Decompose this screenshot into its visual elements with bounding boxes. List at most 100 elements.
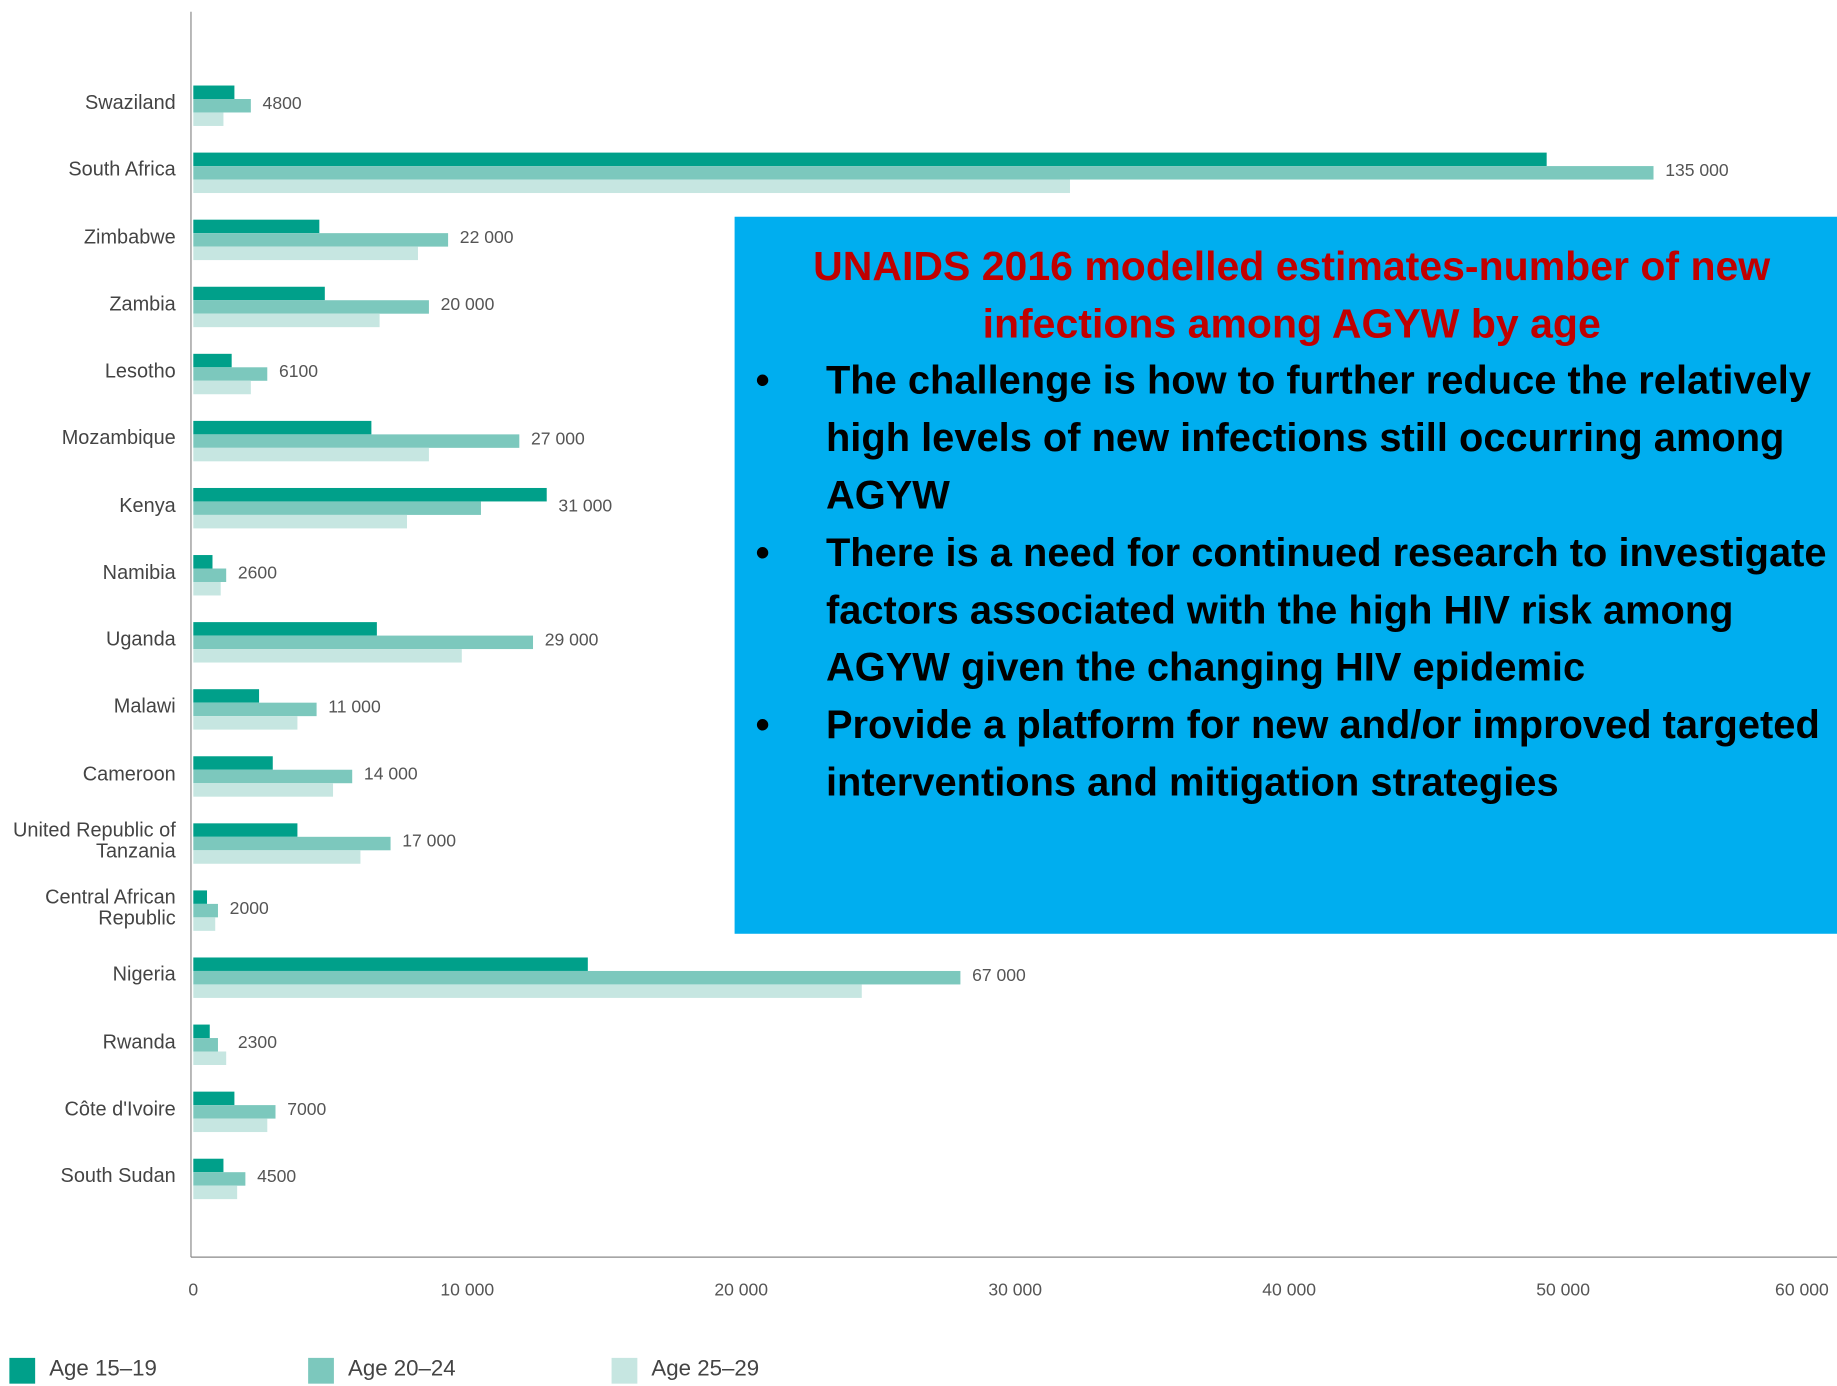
- bar: [193, 420, 372, 435]
- bar: [193, 99, 251, 113]
- bar: [193, 702, 317, 717]
- bar: [193, 514, 408, 529]
- bar: [193, 957, 588, 971]
- box-title: UNAIDS 2016 modelled estimates-number of…: [813, 243, 1771, 347]
- x-tick-label: 0: [188, 1280, 198, 1300]
- total-label: 31 000: [558, 495, 612, 515]
- bar: [193, 233, 449, 247]
- category-label: Kenya: [119, 493, 176, 517]
- bullet-text: There is a need for continued research t…: [825, 530, 1827, 691]
- total-label: 2000: [230, 898, 269, 918]
- x-tick-label: 40 000: [1262, 1280, 1316, 1300]
- bar: [193, 1158, 224, 1173]
- bar: [193, 179, 1070, 194]
- bar: [193, 890, 208, 904]
- category-label: Côte d'Ivoire: [64, 1097, 176, 1120]
- bar: [193, 501, 481, 515]
- bar: [193, 112, 224, 126]
- bullet-text: Provide a platform for new and/or improv…: [825, 702, 1820, 805]
- bar: [193, 219, 320, 234]
- bullet-dot: •: [755, 702, 770, 748]
- total-label: 4500: [257, 1166, 296, 1186]
- total-label: 4800: [263, 93, 302, 113]
- bullet-dot: •: [755, 530, 770, 576]
- bar: [193, 769, 353, 784]
- bar: [193, 783, 334, 797]
- total-label: 29 000: [545, 630, 599, 650]
- bar: [193, 836, 391, 851]
- bar: [193, 635, 534, 650]
- bar: [193, 487, 547, 502]
- x-tick-label: 20 000: [714, 1280, 768, 1300]
- bar: [193, 353, 232, 368]
- category-label: Rwanda: [102, 1030, 176, 1053]
- category-label: Mozambique: [61, 426, 176, 450]
- category-label: Central African Republic: [45, 885, 176, 930]
- legend-swatch: [611, 1357, 638, 1384]
- bar: [193, 1185, 238, 1200]
- bar: [193, 1038, 218, 1052]
- bar: [193, 917, 216, 931]
- bar: [193, 555, 213, 569]
- bar: [193, 850, 361, 864]
- bar: [193, 1091, 235, 1106]
- total-label: 11 000: [328, 697, 381, 717]
- legend-label: Age 20–24: [347, 1356, 456, 1382]
- x-tick-label: 30 000: [988, 1280, 1042, 1300]
- bar: [193, 166, 1654, 180]
- total-label: 2300: [238, 1032, 277, 1052]
- bar: [193, 649, 462, 663]
- legend-swatch: [308, 1357, 334, 1384]
- total-label: 7000: [287, 1099, 326, 1119]
- bullet-dot: •: [755, 358, 770, 404]
- bar: [193, 313, 380, 328]
- bar: [193, 823, 298, 837]
- category-label: Malawi: [113, 695, 176, 718]
- bar: [193, 1024, 210, 1039]
- text-box: UNAIDS 2016 modelled estimates-number of…: [734, 216, 1837, 934]
- legend-swatch: [9, 1357, 36, 1384]
- bar: [193, 756, 273, 770]
- bar: [193, 300, 429, 314]
- bar: [193, 1172, 246, 1186]
- total-label: 2600: [238, 562, 277, 582]
- bullet: • Provide a platform for new and/or impro…: [756, 697, 1828, 812]
- bar: [193, 581, 221, 596]
- category-label: Namibia: [102, 560, 176, 584]
- bar: [193, 689, 260, 703]
- total-label: 67 000: [972, 965, 1026, 985]
- category-label: United Republic of Tanzania: [12, 818, 176, 863]
- legend-label: Age 25–29: [651, 1356, 760, 1382]
- total-label: 27 000: [531, 428, 585, 448]
- category-label: Zambia: [109, 292, 176, 315]
- bar: [193, 970, 961, 985]
- x-tick-label: 10 000: [440, 1280, 494, 1300]
- bullet-text: The challenge is how to further reduce t…: [825, 358, 1812, 518]
- bar: [193, 246, 418, 261]
- category-label: South Sudan: [60, 1164, 176, 1187]
- bar: [193, 447, 429, 462]
- bar: [193, 367, 268, 381]
- bar: [193, 622, 377, 636]
- x-tick-label: 50 000: [1536, 1280, 1590, 1300]
- total-label: 22 000: [460, 227, 514, 247]
- total-label: 135 000: [1665, 160, 1729, 180]
- bullet: • There is a need for continued research …: [756, 525, 1828, 697]
- bar: [193, 380, 251, 395]
- bar: [193, 286, 325, 301]
- bar: [193, 903, 218, 918]
- bullet-list: • The challenge is how to further reduce …: [756, 353, 1828, 812]
- bar: [193, 1118, 268, 1133]
- bar: [193, 984, 862, 998]
- bullet: • The challenge is how to further reduce …: [756, 353, 1828, 525]
- total-label: 17 000: [402, 831, 456, 851]
- category-label: Nigeria: [112, 963, 176, 986]
- legend-label: Age 15–19: [49, 1356, 157, 1382]
- bar: [193, 434, 520, 448]
- category-label: Lesotho: [104, 359, 176, 382]
- category-label: South Africa: [68, 158, 176, 181]
- bar: [193, 716, 298, 730]
